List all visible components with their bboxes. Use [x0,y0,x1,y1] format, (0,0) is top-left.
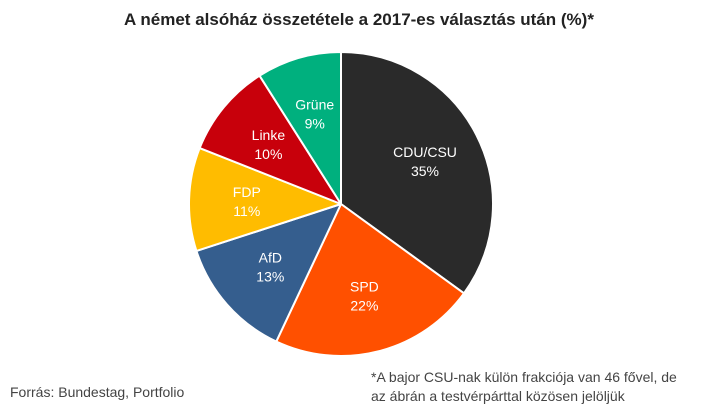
pie-slice-fdp [188,147,342,252]
pie-slice-gr-ne [258,51,342,205]
slice-value-spd: 22% [350,297,378,313]
pie-slices [188,51,494,357]
slice-value-afd: 13% [256,268,284,284]
footnote-line-2: az ábrán a testvérpárttal közösen jelölj… [371,388,625,404]
slice-label-spd: SPD [350,278,379,294]
slice-value-cdu-csu: 35% [411,163,439,179]
pie-slice-linke [198,74,342,205]
footnote-line-1: *A bajor CSU-nak külön frakciója van 46 … [371,369,677,385]
slice-label-cdu-csu: CDU/CSU [393,144,457,160]
slice-value-fdp: 11% [233,203,260,219]
slice-label-gr-ne: Grüne [295,97,334,113]
chart-title: A német alsóház összetétele a 2017-es vá… [124,10,594,29]
source-note: Forrás: Bundestag, Portfolio [10,384,185,400]
slice-value-gr-ne: 9% [305,116,325,132]
pie-slice-cdu-csu [340,51,494,295]
footnote: *A bajor CSU-nak külön frakciója van 46 … [371,368,716,406]
slice-label-afd: AfD [259,249,282,265]
pie-labels: CDU/CSU 35% SPD 22% AfD 13% FDP 11% Linke 10% Grün… [233,97,457,314]
slice-label-fdp: FDP [233,184,261,200]
pie-slice-afd [195,203,342,343]
slice-label-linke: Linke [252,127,286,143]
slice-value-linke: 10% [254,146,282,162]
